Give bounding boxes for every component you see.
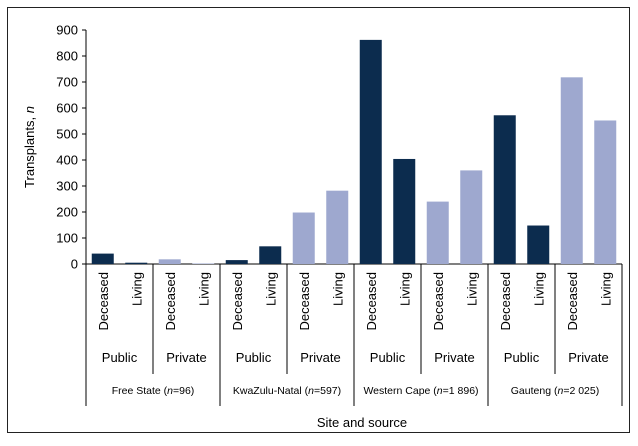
y-axis-label: Transplants, n: [22, 106, 37, 188]
bar-westerncape-public-living: [393, 158, 416, 264]
bar-kwazulunatal-public-living: [259, 246, 282, 264]
source-label: Living: [397, 272, 412, 306]
source-label: Deceased: [96, 272, 111, 331]
source-label: Deceased: [364, 272, 379, 331]
region-label: KwaZulu-Natal (n=597): [233, 385, 341, 397]
source-label: Living: [464, 272, 479, 306]
chart-frame: [7, 7, 630, 433]
bar-freestate-public-deceased: [91, 253, 114, 264]
source-label: Living: [129, 272, 144, 306]
sector-label: Private: [166, 350, 206, 365]
sector-label: Private: [568, 350, 608, 365]
bar-westerncape-private-deceased: [426, 201, 449, 264]
y-tick-label: 0: [71, 257, 78, 272]
region-label: Western Cape (n=1 896): [363, 385, 478, 397]
bar-gauteng-private-living: [594, 120, 617, 264]
bar-gauteng-public-deceased: [493, 115, 516, 264]
bar-kwazulunatal-public-deceased: [225, 260, 248, 264]
source-label: Deceased: [230, 272, 245, 331]
bar-freestate-private-living: [192, 263, 215, 264]
y-tick-label: 800: [56, 49, 78, 64]
y-tick-label: 200: [56, 205, 78, 220]
source-label: Deceased: [565, 272, 580, 331]
y-tick-label: 600: [56, 101, 78, 116]
bar-freestate-public-living: [125, 262, 148, 264]
bar-kwazulunatal-private-living: [326, 190, 349, 264]
source-label: Living: [196, 272, 211, 306]
source-label: Living: [330, 272, 345, 306]
sector-label: Private: [434, 350, 474, 365]
source-label: Deceased: [431, 272, 446, 331]
source-label: Deceased: [163, 272, 178, 331]
source-label: Living: [531, 272, 546, 306]
sector-label: Public: [504, 350, 540, 365]
region-label: Free State (n=96): [112, 385, 195, 397]
sector-label: Public: [370, 350, 406, 365]
y-tick-label: 300: [56, 179, 78, 194]
region-label: Gauteng (n=2 025): [511, 385, 599, 397]
source-label: Deceased: [297, 272, 312, 331]
bar-gauteng-public-living: [527, 225, 550, 264]
sector-label: Private: [300, 350, 340, 365]
y-tick-label: 900: [56, 23, 78, 38]
bar-westerncape-private-living: [460, 170, 483, 264]
sector-label: Public: [236, 350, 272, 365]
y-tick-label: 500: [56, 127, 78, 142]
sector-label: Public: [102, 350, 138, 365]
x-axis-label: Site and source: [317, 415, 407, 430]
source-label: Deceased: [498, 272, 513, 331]
bar-freestate-private-deceased: [158, 259, 181, 264]
bar-gauteng-private-deceased: [560, 77, 583, 264]
source-label: Living: [263, 272, 278, 306]
y-tick-label: 400: [56, 153, 78, 168]
y-tick-label: 100: [56, 231, 78, 246]
bar-kwazulunatal-private-deceased: [292, 212, 315, 264]
y-tick-label: 700: [56, 75, 78, 90]
bar-westerncape-public-deceased: [359, 39, 382, 264]
source-label: Living: [598, 272, 613, 306]
